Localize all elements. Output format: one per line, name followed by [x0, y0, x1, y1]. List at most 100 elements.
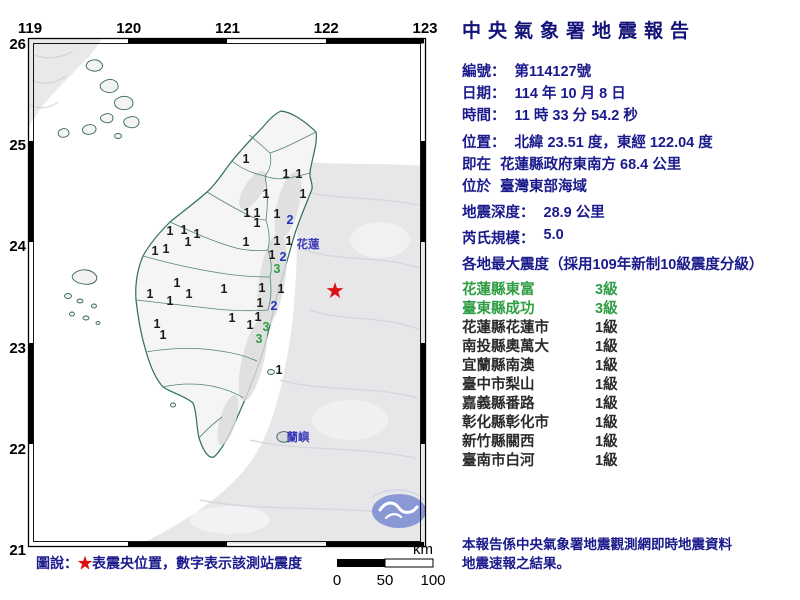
penghu-islands [64, 269, 101, 325]
intensity-row: 花蓮縣東富 3級 [462, 278, 618, 299]
intensity-row: 新竹縣關西 1級 [462, 430, 618, 451]
footer-line1: 本報告係中央氣象署地震觀測網即時地震資料 [462, 537, 732, 552]
svg-text:0: 0 [333, 572, 341, 589]
intensity-row: 宜蘭縣南澳 1級 [462, 354, 618, 375]
field-value: 114 年 10 月 8 日 [514, 86, 626, 102]
report-field-row: 日期： 114 年 10 月 8 日 [462, 82, 626, 103]
field-label: 位置： [462, 135, 506, 151]
report-field-row: 時間： 11 時 33 分 54.2 秒 [462, 104, 638, 125]
station-intensity-number: 1 [163, 242, 170, 256]
level-cell: 1級 [595, 339, 618, 355]
station-intensity-number: 3 [263, 320, 270, 334]
station-intensity-number: 1 [255, 310, 262, 324]
station-intensity-number: 1 [257, 296, 264, 310]
location-cell: 宜蘭縣南澳 [462, 358, 535, 374]
lat-tick-label: 24 [9, 238, 26, 255]
cwa-logo [371, 489, 426, 528]
report-field-row: 即在 花蓮縣政府東南方 68.4 公里 [462, 153, 681, 174]
report-field-row: 位置： 北緯 23.51 度，東經 122.04 度 [462, 131, 713, 152]
level-cell: 1級 [595, 415, 618, 431]
field-label: 編號： [462, 64, 506, 80]
lat-tick-label: 22 [9, 441, 26, 458]
station-intensity-number: 1 [181, 223, 188, 237]
station-intensity-number: 2 [287, 213, 294, 227]
field-label: 位於 [462, 179, 491, 195]
report-field-row: 位於 臺灣東部海域 [462, 175, 587, 196]
intensity-row: 南投縣奧萬大 1級 [462, 335, 618, 356]
field-label: 時間： [462, 108, 506, 124]
report-field-row: 編號： 第114127號 [462, 60, 591, 81]
location-cell: 新竹縣關西 [462, 434, 535, 450]
svg-text:100: 100 [420, 572, 445, 589]
station-intensity-number: 1 [186, 287, 193, 301]
report-field-row: 芮氏規模： 5.0 [462, 227, 564, 248]
level-cell: 1級 [595, 434, 618, 450]
station-intensity-number: 2 [271, 299, 278, 313]
latitude-tick-labels: 26 25 24 23 22 21 [9, 36, 26, 559]
field-label: 即在 [462, 157, 491, 173]
report-title: 中央氣象署地震報告 [462, 21, 697, 42]
station-intensity-number: 1 [259, 281, 266, 295]
location-cell: 花蓮縣花蓮市 [462, 320, 549, 336]
lat-tick-label: 21 [9, 542, 26, 559]
station-intensity-number: 3 [256, 332, 263, 346]
lat-tick-label: 26 [9, 36, 26, 53]
station-intensity-number: 1 [243, 235, 250, 249]
mountain-shading [217, 170, 302, 446]
station-intensity-number: 1 [174, 276, 181, 290]
max-intensity-header: 各地最大震度（採用109年新制10級震度分級） [462, 257, 764, 273]
field-label: 地震深度： [462, 205, 535, 221]
lat-tick-label: 23 [9, 340, 26, 357]
bathymetry-shading [140, 160, 424, 544]
location-cell: 彰化縣彰化市 [462, 415, 549, 431]
scale-bar-unit: km [413, 541, 433, 558]
station-intensity-number: 1 [194, 227, 201, 241]
field-label: 芮氏規模： [462, 231, 535, 247]
lon-tick-label: 121 [215, 20, 240, 37]
station-intensity-number: 1 [167, 224, 174, 238]
station-intensity-number: 1 [274, 207, 281, 221]
location-cell: 臺東縣成功 [462, 301, 535, 317]
map-frame [27, 37, 427, 548]
intensity-row: 花蓮縣花蓮市 1級 [462, 316, 618, 337]
location-cell: 臺中市梨山 [462, 377, 535, 393]
taiwan-island [135, 110, 317, 458]
station-intensity-number: 1 [254, 206, 261, 220]
intensity-row: 臺東縣成功 3級 [462, 297, 618, 318]
place-label: 花蓮 [297, 237, 320, 251]
footer-line2: 地震速報之結果。 [462, 555, 570, 571]
level-cell: 1級 [595, 320, 618, 336]
station-intensity-number: 1 [276, 363, 283, 377]
matsu-islands [57, 59, 140, 139]
field-label: 日期： [462, 86, 506, 102]
station-intensity-number: 1 [300, 187, 307, 201]
station-intensity-number: 3 [274, 262, 281, 276]
field-value: 北緯 23.51 度，東經 122.04 度 [514, 135, 713, 151]
station-intensity-number: 1 [152, 244, 159, 258]
report-field-row: 地震深度： 28.9 公里 [462, 201, 605, 222]
scale-bar: km 0 50 100 [333, 541, 446, 589]
station-intensity-number: 1 [274, 234, 281, 248]
location-cell: 嘉義縣番路 [462, 396, 535, 412]
location-cell: 花蓮縣東富 [462, 282, 535, 298]
epicenter-star: ★ [326, 281, 343, 302]
mainland-coast [29, 39, 140, 139]
level-cell: 1級 [595, 358, 618, 374]
station-intensity-number: 1 [243, 152, 250, 166]
intensity-row: 臺南市白河 1級 [462, 449, 618, 470]
station-intensity-number: 1 [283, 167, 290, 181]
place-label: 蘭嶼 [287, 430, 310, 444]
station-intensity-number: 1 [254, 216, 261, 230]
lon-tick-label: 123 [412, 20, 437, 37]
field-value: 臺灣東部海域 [500, 179, 587, 195]
station-intensity-number: 1 [229, 311, 236, 325]
station-intensity-number: 1 [247, 318, 254, 332]
field-value: 花蓮縣政府東南方 68.4 公里 [500, 157, 682, 173]
level-cell: 1級 [595, 453, 618, 469]
station-intensity-number: 1 [160, 328, 167, 342]
field-value: 5.0 [543, 227, 564, 243]
station-intensity-number: 1 [269, 248, 276, 262]
